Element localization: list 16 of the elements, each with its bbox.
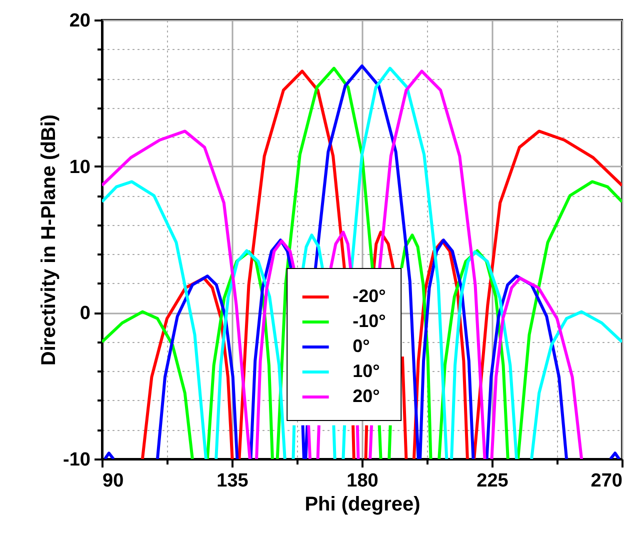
- legend-label: -10°: [352, 311, 386, 332]
- x-tick-label: 225: [476, 470, 509, 492]
- x-tick-label: 180: [346, 470, 378, 492]
- y-tick-label: 20: [69, 10, 90, 32]
- legend-label: -20°: [352, 286, 386, 306]
- legend-label: 20°: [352, 386, 380, 406]
- y-tick-label: 10: [69, 156, 90, 178]
- x-tick-label: 135: [216, 470, 249, 492]
- x-tick-label: 270: [590, 470, 622, 492]
- legend-label: 10°: [352, 361, 380, 382]
- y-tick-label: 0: [80, 303, 90, 324]
- x-axis-title: Phi (degree): [304, 494, 420, 516]
- x-tick-label: 90: [102, 470, 124, 492]
- y-axis-title: Directivity in H-Plane (dBi): [38, 114, 60, 366]
- legend-label: 0°: [352, 336, 370, 356]
- y-tick-label: -10: [63, 450, 90, 470]
